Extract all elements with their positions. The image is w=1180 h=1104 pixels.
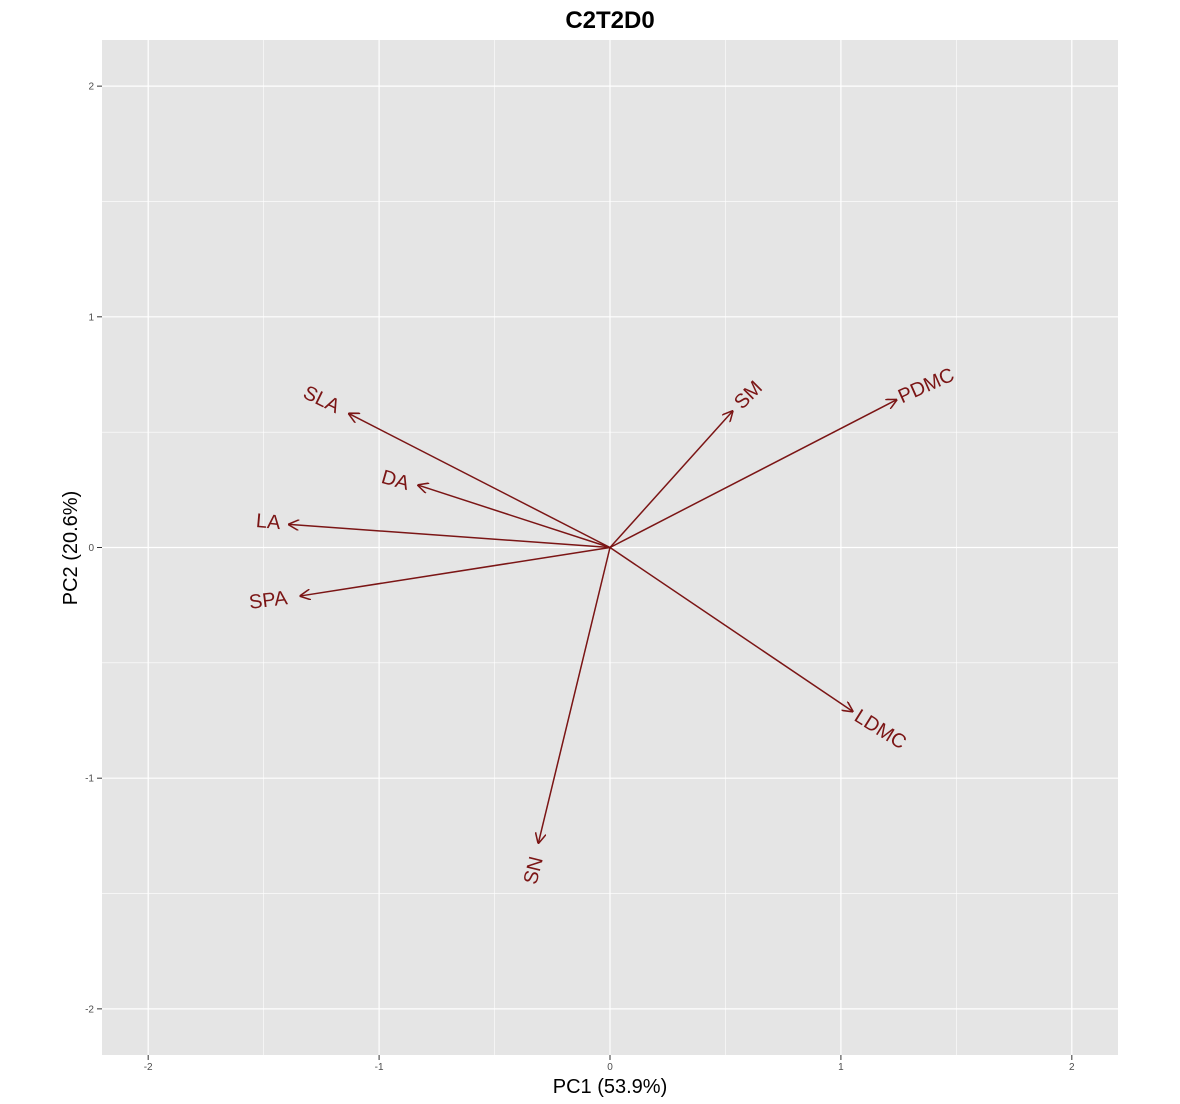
vector-arrow-spa — [301, 546, 611, 596]
axis-ticks: -2 -1 0 1 2 -2 -1 0 1 2 — [85, 82, 1075, 1073]
y-tick-label: -2 — [85, 1004, 94, 1015]
vector-arrow-ldmc — [609, 546, 852, 712]
x-tick-label: 0 — [607, 1062, 613, 1073]
vector-arrow-la — [289, 524, 611, 549]
vector-arrow-sm — [609, 411, 732, 549]
vector-label-la: LA — [255, 510, 282, 534]
x-axis-title: PC1 (53.9%) — [553, 1076, 668, 1098]
x-tick-label: -1 — [375, 1062, 384, 1073]
vector-arrow-da — [418, 485, 611, 549]
x-tick-label: 2 — [1069, 1062, 1075, 1073]
vector-arrow-sn — [538, 547, 611, 843]
y-tick-label: 2 — [88, 82, 94, 93]
y-axis-title: PC2 (20.6%) — [60, 491, 82, 606]
y-tick-label: 1 — [88, 312, 94, 323]
vector-arrow-sla — [349, 414, 611, 549]
x-tick-label: 1 — [838, 1062, 844, 1073]
y-tick-label: -1 — [85, 774, 94, 785]
vector-label-spa: SPA — [248, 587, 290, 614]
x-tick-label: -2 — [144, 1062, 153, 1073]
y-tick-label: 0 — [88, 543, 94, 554]
vector-arrow-pdmc — [609, 400, 896, 549]
chart-title: C2T2D0 — [565, 7, 654, 34]
